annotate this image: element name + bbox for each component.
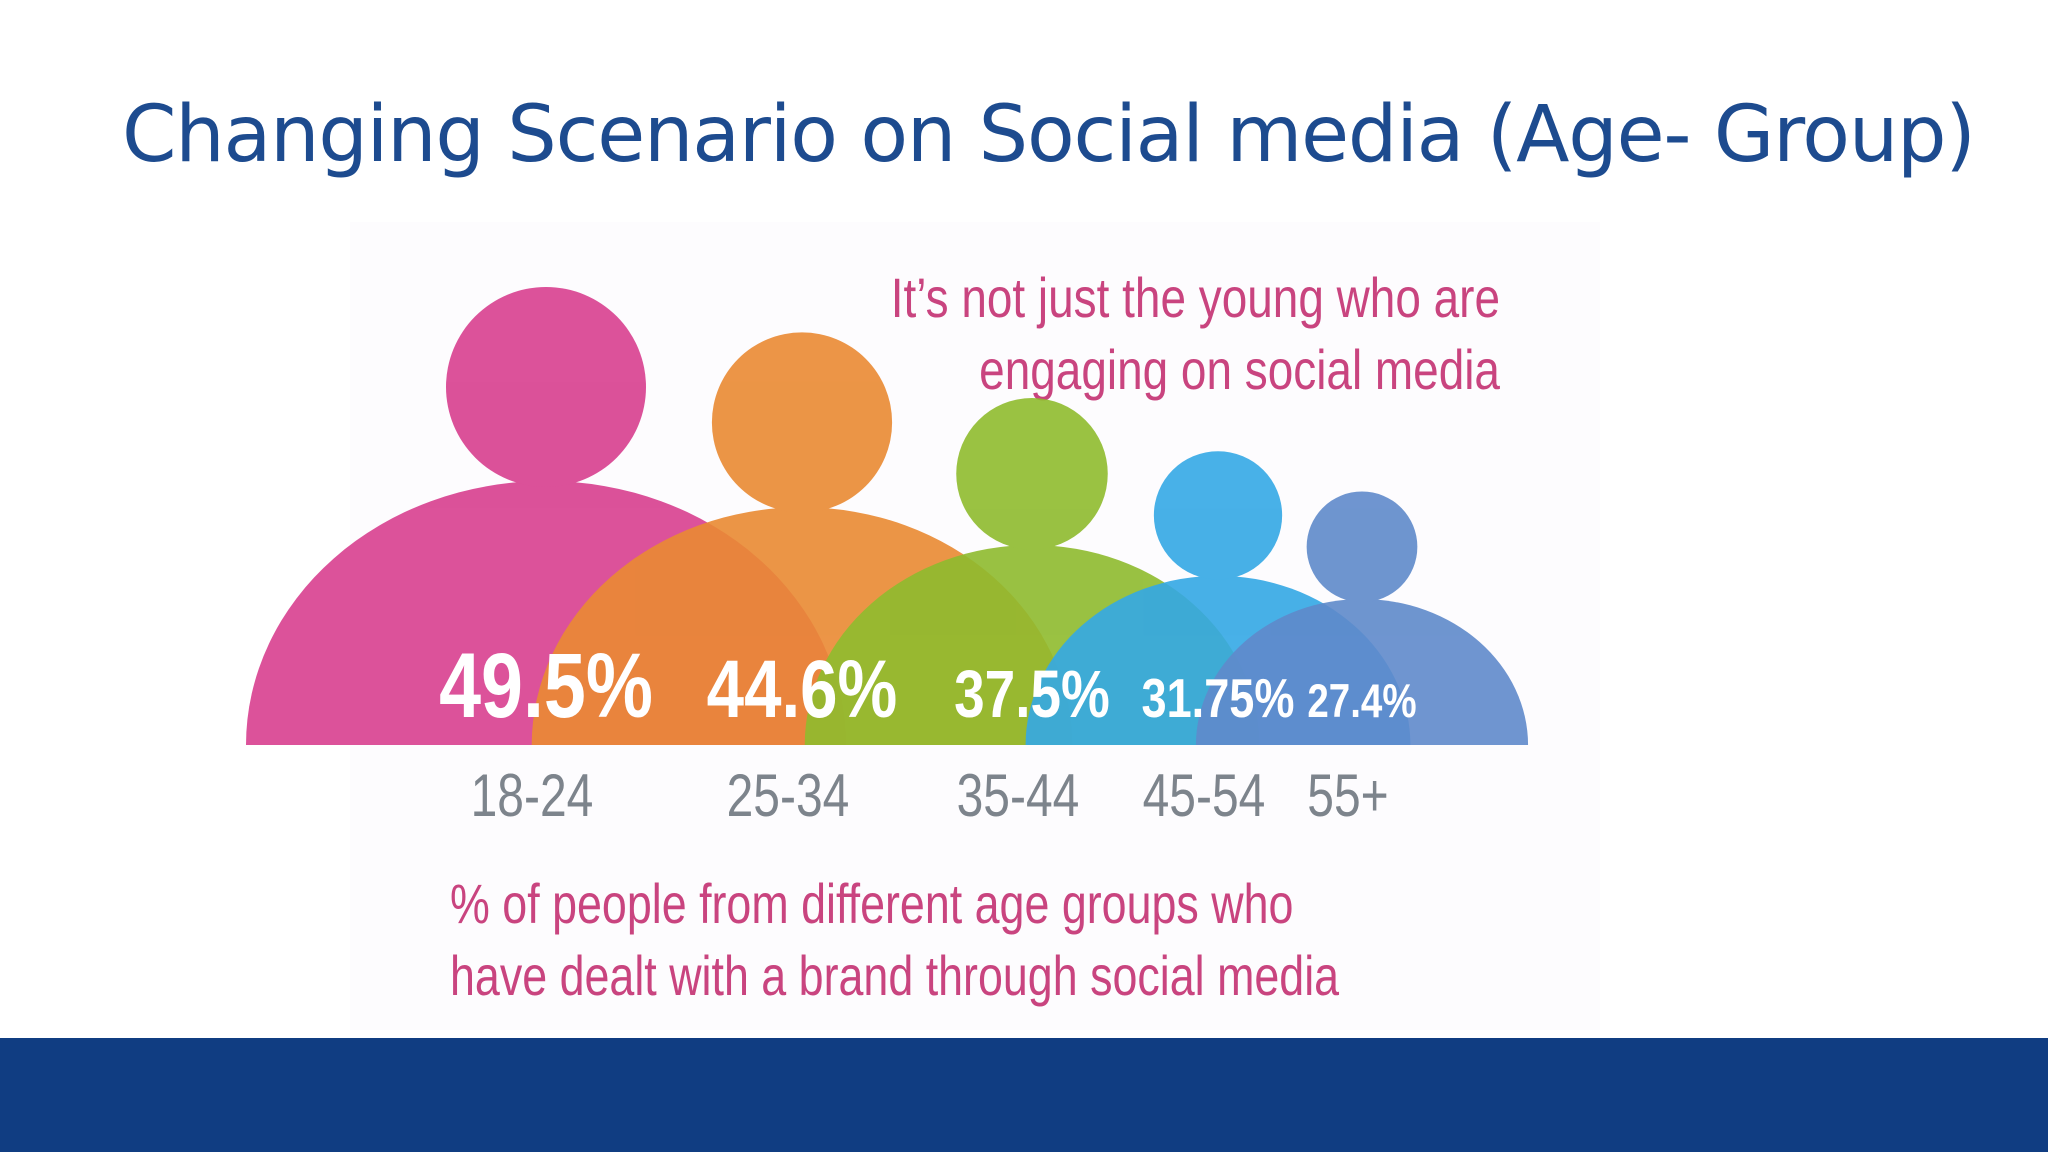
chart-headline: It’s not just the young who are engaging… bbox=[891, 262, 1500, 406]
chart-headline-line-1: It’s not just the young who are bbox=[890, 266, 1500, 329]
category-label-25-34: 25-34 bbox=[727, 762, 850, 829]
chart-headline-line-2: engaging on social media bbox=[979, 338, 1500, 401]
person-body-55+ bbox=[1195, 599, 1529, 745]
value-label-45-54: 31.75% bbox=[1142, 667, 1295, 729]
category-label-18-24: 18-24 bbox=[471, 762, 594, 829]
person-head-45-54 bbox=[1153, 451, 1283, 580]
chart-caption: % of people from different age groups wh… bbox=[450, 868, 1340, 1012]
category-label-35-44: 35-44 bbox=[957, 762, 1080, 829]
value-label-25-34: 44.6% bbox=[707, 643, 898, 735]
chart-caption-line-1: % of people from different age groups wh… bbox=[450, 872, 1294, 935]
person-head-18-24 bbox=[446, 287, 646, 487]
value-labels: 49.5% 44.6% 37.5% 31.75% 27.4% bbox=[439, 634, 1417, 737]
chart-caption-line-2: have dealt with a brand through social m… bbox=[450, 944, 1340, 1007]
category-labels: 18-24 25-34 35-44 45-54 55+ bbox=[471, 762, 1389, 829]
person-head-35-44 bbox=[956, 398, 1108, 550]
value-label-35-44: 37.5% bbox=[954, 657, 1110, 731]
category-label-55+: 55+ bbox=[1307, 762, 1388, 829]
person-bar-55+ bbox=[1195, 491, 1529, 745]
footer-bar bbox=[0, 1038, 2048, 1152]
category-label-45-54: 45-54 bbox=[1143, 762, 1266, 829]
person-head-55+ bbox=[1306, 491, 1418, 603]
slide-title: Changing Scenario on Social media (Age- … bbox=[122, 90, 1976, 180]
value-label-55+: 27.4% bbox=[1307, 675, 1416, 727]
figure-marks bbox=[246, 287, 1529, 745]
value-label-18-24: 49.5% bbox=[439, 634, 653, 737]
person-head-25-34 bbox=[711, 332, 893, 513]
